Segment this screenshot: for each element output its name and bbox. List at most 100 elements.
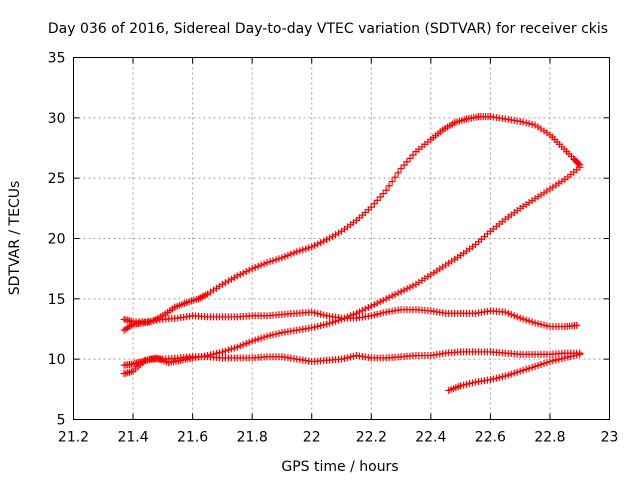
grid [73,57,610,420]
data-point [573,321,581,329]
data-point [394,289,402,297]
data-point [314,322,322,330]
y-tick-label: 35 [48,51,66,67]
data-point [528,120,536,128]
data-point [275,329,283,337]
data-point [326,319,334,327]
data-point [397,288,405,296]
data-point [320,311,328,319]
data-point [254,262,262,270]
data-point [245,338,253,346]
y-tick-label: 10 [48,352,66,368]
data-point [242,339,250,347]
data-point [507,370,515,378]
data-point [311,241,319,249]
data-point [245,266,253,274]
data-point [376,298,384,306]
data-point [317,239,325,247]
data-point [317,310,325,318]
x-tick-label: 23 [601,430,619,446]
data-point [388,292,396,300]
data-point [575,160,583,168]
data-point [385,182,393,190]
data-point [248,265,256,273]
data-point [266,258,274,266]
data-point [507,311,515,319]
data-point [525,364,533,372]
data-point [233,272,241,280]
data-point [257,334,265,342]
series-track-1 [120,113,584,334]
data-point [510,312,518,320]
data-point [576,350,584,358]
data-point [242,268,250,276]
data-point [531,319,539,327]
data-point [397,165,405,173]
data-point [221,347,229,355]
data-point [495,374,503,382]
data-point [403,158,411,166]
data-point [257,261,265,269]
data-point [311,309,319,317]
data-point [266,332,274,340]
data-point [406,154,414,162]
data-point [281,253,289,261]
data-point [236,342,244,350]
data-point [335,229,343,237]
data-point [314,240,322,248]
data-point [305,244,313,252]
data-point [290,249,298,257]
data-point [308,243,316,251]
data-point [558,355,566,363]
data-point [379,296,387,304]
data-point [382,295,390,303]
data-point [370,301,378,309]
data-point [272,330,280,338]
data-point [540,360,548,368]
data-point [409,151,417,159]
data-point [361,305,369,313]
data-point [376,193,384,201]
data-point [251,263,259,271]
data-point [260,260,268,268]
data-point [537,360,545,368]
data-point [525,317,533,325]
data-point [373,310,381,318]
data-point [510,369,518,377]
x-tick-label: 21.6 [177,430,208,446]
data-point [367,302,375,310]
data-point [373,299,381,307]
data-point [236,270,244,278]
series-track-3 [120,306,581,331]
data-point [460,381,468,389]
data-point [239,341,247,349]
data-point [269,331,277,339]
data-point [522,316,530,324]
data-point [564,353,572,361]
data-point [406,283,414,291]
data-point [349,352,357,360]
data-point [528,363,536,371]
data-point [227,275,235,283]
data-point [391,173,399,181]
data-point [233,343,241,351]
data-point [528,318,536,326]
data-point [379,190,387,198]
data-point [278,254,286,262]
data-point [567,353,575,361]
data-point [409,282,417,290]
data-point [272,256,280,264]
data-point [346,353,354,361]
y-tick-label: 25 [48,171,66,187]
data-point [555,355,563,363]
data-point [540,321,548,329]
data-point [358,306,366,314]
data-point [218,280,226,288]
data-point [498,373,506,381]
data-point [519,118,527,126]
data-point [340,354,348,362]
data-point [576,163,584,171]
data-point [239,269,247,277]
data-point [531,362,539,370]
data-point [516,314,524,322]
